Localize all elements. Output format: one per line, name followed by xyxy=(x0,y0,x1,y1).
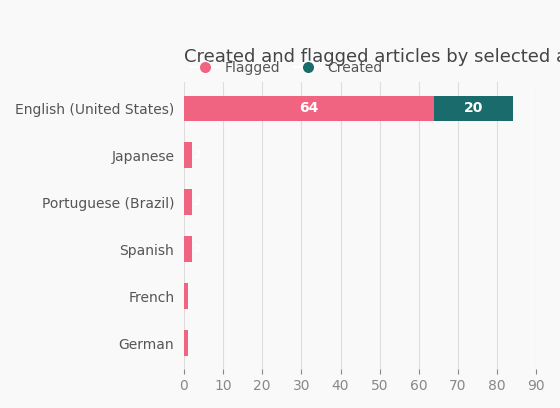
Bar xyxy=(184,330,188,356)
Text: 2: 2 xyxy=(193,197,200,207)
Text: Created and flagged articles by selected attribute (top 10): Created and flagged articles by selected… xyxy=(184,48,560,66)
Text: 2: 2 xyxy=(193,151,200,160)
Bar xyxy=(184,142,192,169)
Legend: Flagged, Created: Flagged, Created xyxy=(191,61,382,75)
Bar xyxy=(184,284,188,309)
Bar xyxy=(184,189,192,215)
Bar xyxy=(184,95,435,121)
Text: 20: 20 xyxy=(464,102,483,115)
Text: 64: 64 xyxy=(300,102,319,115)
Bar xyxy=(184,237,192,262)
Text: 2: 2 xyxy=(193,244,200,254)
Bar xyxy=(435,95,513,121)
